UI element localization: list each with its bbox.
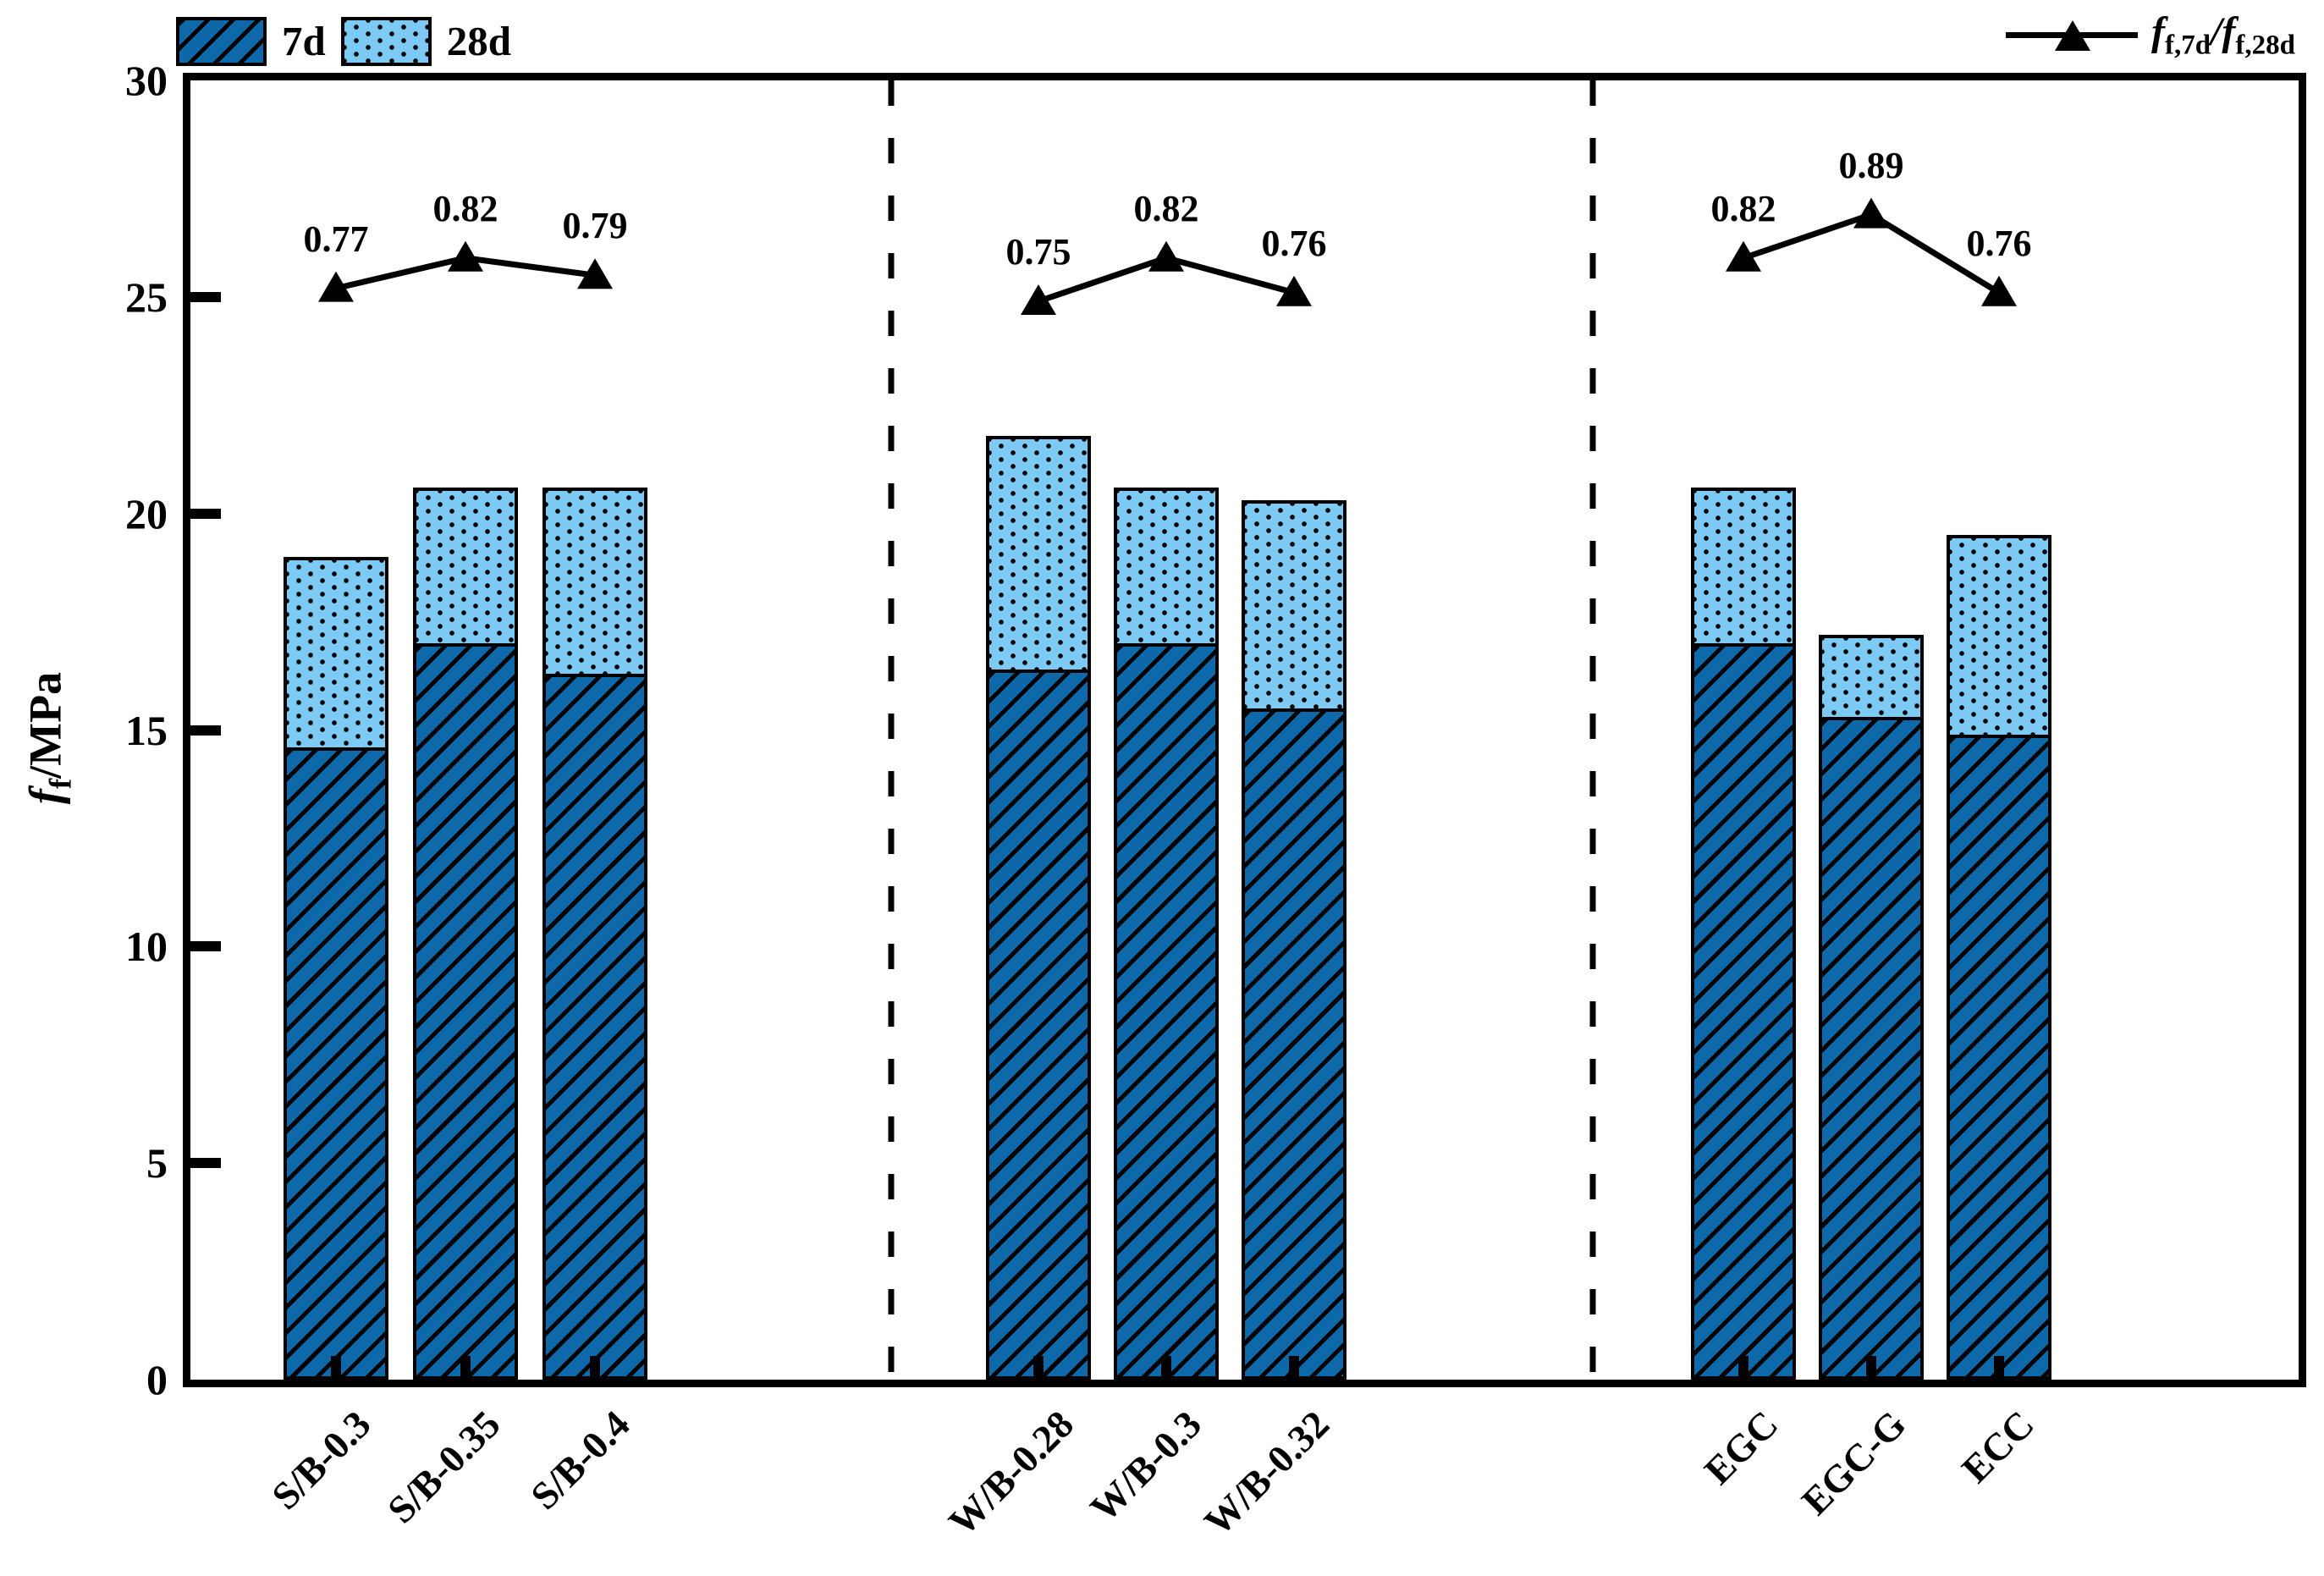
ratio-value-label-EGC: 0.82	[1710, 187, 1776, 229]
y-tick-label-5: 5	[146, 1139, 168, 1188]
legend-label-7d: 7d	[282, 18, 326, 64]
y-tick-5	[190, 1158, 221, 1169]
triangle-marker-W/B-0.32	[1276, 275, 1312, 306]
x-category-label-W/B-0.32: W/B-0.32	[1195, 1402, 1337, 1544]
bar-7d-S/B-0.4	[542, 673, 647, 1380]
bar-7d-ECC	[1947, 734, 2051, 1380]
triangle-marker-S/B-0.35	[448, 240, 483, 272]
x-category-label-EGC: EGC	[1696, 1402, 1787, 1493]
bar-7d-W/B-0.28	[986, 669, 1091, 1380]
ratio-line-group-1	[335, 255, 596, 292]
y-tick-label-10: 10	[125, 923, 168, 971]
bar-7d-EGC-G	[1819, 717, 1924, 1380]
triangle-marker-S/B-0.3	[318, 271, 354, 302]
bar-7d-S/B-0.35	[413, 643, 518, 1380]
x-tick-EGC	[1738, 1356, 1749, 1380]
ratio-value-label-W/B-0.3: 0.82	[1133, 187, 1199, 229]
ratio-value-label-S/B-0.35: 0.82	[432, 187, 498, 229]
x-category-label-W/B-0.28: W/B-0.28	[939, 1402, 1082, 1544]
y-tick-label-30: 30	[125, 57, 168, 104]
y-tick-20	[190, 508, 221, 519]
x-tick-W/B-0.28	[1033, 1356, 1044, 1380]
triangle-marker-S/B-0.4	[577, 258, 613, 289]
x-category-label-S/B-0.35: S/B-0.35	[379, 1402, 509, 1532]
y-tick-label-25: 25	[125, 273, 168, 321]
ratio-slash: /	[2211, 8, 2222, 54]
legend-triangle-marker-icon	[2055, 20, 2090, 51]
x-tick-W/B-0.32	[1289, 1356, 1299, 1380]
ratio-sub1: f,7d	[2164, 30, 2211, 61]
x-tick-ECC	[1994, 1356, 2004, 1380]
ratio-f2: f	[2222, 8, 2236, 54]
triangle-marker-W/B-0.28	[1021, 284, 1056, 315]
ratio-value-label-S/B-0.4: 0.79	[562, 205, 628, 247]
triangle-marker-EGC-G	[1853, 197, 1889, 229]
bar-7d-W/B-0.32	[1242, 708, 1346, 1380]
ratio-value-label-W/B-0.28: 0.75	[1005, 230, 1071, 273]
y-tick-label-0: 0	[146, 1356, 168, 1403]
y-title-unit: /MPa	[19, 671, 71, 779]
legend-line-marker-icon	[2006, 7, 2138, 63]
legend-swatch-28d-dots-icon	[340, 17, 432, 66]
x-category-label-ECC: ECC	[1953, 1402, 2042, 1491]
plot-area: 0.77 0.82 0.79 0.75 0.82 0.76 0.82 0.89 0.76	[183, 73, 2306, 1387]
bar-7d-S/B-0.3	[284, 747, 388, 1380]
x-category-label-S/B-0.4: S/B-0.4	[522, 1402, 638, 1518]
x-tick-W/B-0.3	[1161, 1356, 1171, 1380]
x-category-label-EGC-G: EGC-G	[1793, 1402, 1914, 1524]
triangle-marker-EGC	[1726, 240, 1761, 272]
y-tick-25	[190, 291, 221, 302]
y-axis-title: ff/MPa	[19, 672, 80, 804]
bar-7d-W/B-0.3	[1114, 643, 1219, 1380]
y-tick-15	[190, 725, 221, 736]
x-category-label-W/B-0.3: W/B-0.3	[1081, 1402, 1209, 1530]
ratio-value-label-S/B-0.3: 0.77	[303, 218, 369, 260]
ratio-value-label-W/B-0.32: 0.76	[1261, 222, 1327, 264]
legend-swatch-7d-hatch-icon	[176, 17, 267, 66]
y-title-symbol: f	[19, 789, 71, 805]
triangle-marker-W/B-0.3	[1148, 240, 1184, 272]
x-tick-S/B-0.35	[460, 1356, 471, 1380]
legend-ratio-line: ff,7d/ff,28d	[2006, 7, 2295, 63]
ratio-sub2: f,28d	[2235, 30, 2295, 61]
legend-label-28d: 28d	[446, 18, 512, 64]
legend-label-ratio: ff,7d/ff,28d	[2151, 8, 2295, 62]
bar-7d-EGC	[1691, 643, 1796, 1380]
y-tick-label-20: 20	[125, 489, 168, 537]
y-tick-10	[190, 941, 221, 952]
x-tick-S/B-0.4	[590, 1356, 600, 1380]
ratio-value-label-ECC: 0.76	[1966, 222, 2032, 264]
legend-bars: 7d 28d	[176, 17, 511, 66]
x-tick-EGC-G	[1866, 1356, 1876, 1380]
y-tick-label-15: 15	[125, 706, 168, 754]
ratio-f1: f	[2151, 8, 2165, 54]
x-tick-S/B-0.3	[331, 1356, 341, 1380]
x-category-label-S/B-0.3: S/B-0.3	[263, 1402, 379, 1518]
y-title-subscript: f	[43, 778, 79, 790]
ratio-value-label-EGC-G: 0.89	[1838, 144, 1904, 186]
triangle-marker-ECC	[1981, 275, 2017, 306]
